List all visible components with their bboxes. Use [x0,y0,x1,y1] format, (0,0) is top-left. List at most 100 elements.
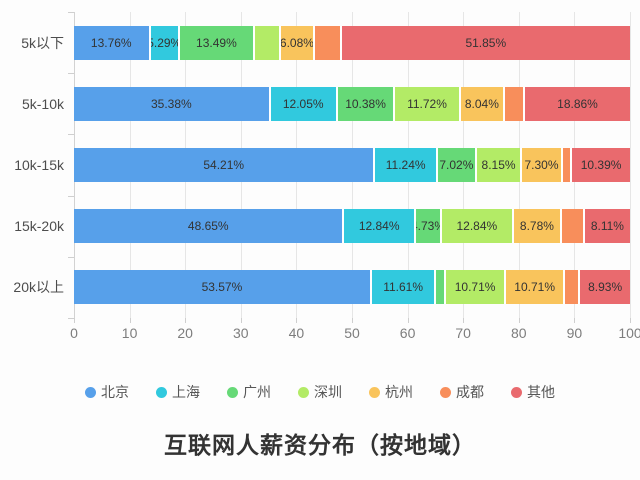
legend-item-广州: 广州 [227,382,271,402]
x-axis-label-0: 0 [70,325,78,341]
y-axis-label-5k以下: 5k以下 [21,34,64,51]
x-axis-tick-40 [296,318,298,323]
bar-segment-value: 53.57% [201,280,243,295]
stacked-bar-20k以上: 53.57% 11.61% 10.71% 10.71% 8.93% [74,270,630,305]
bar-segment-value: 54.21% [203,158,245,172]
legend-dot-icon [369,386,380,398]
bar-segment-value: 8.11% [590,219,624,234]
legend-item-其他: 其他 [511,382,555,402]
bar-segment-value: 13.76% [90,35,132,50]
x-axis-label-60: 60 [399,325,416,341]
bar-segment-上海: 11.24% [375,148,438,182]
bar-segment-value: 8.04% [464,96,499,111]
bar-segment-杭州: 7.30% [522,148,563,182]
bar-segment-杭州: 8.78% [513,209,563,244]
x-axis-label-100: 100 [618,325,640,341]
bar-segment-成都 [565,270,581,305]
bar-segment-广州: 7.02% [437,148,477,182]
legend-item-杭州: 杭州 [369,382,413,402]
y-axis-label-15k-20k: 15k-20k [14,218,64,235]
x-axis-tick-80 [518,318,520,323]
stacked-bar-10k-15k: 54.21% 11.24% 7.02% 8.15% 7.30% 10.39% [74,148,630,182]
bar-segment-value: 48.65% [187,219,229,234]
y-axis-tick-2 [68,134,74,136]
plot-area: 13.76% 5.29% 13.49% 6.08% 51.85% 35.38% 12.05%… [68,12,631,323]
bar-segment-成都 [562,148,573,182]
bar-row-5k-10k: 35.38% 12.05% 10.38% 11.72% 8.04% 18.86% [74,86,630,121]
x-axis-label-20: 20 [177,325,193,341]
legend-label: 上海 [172,384,200,400]
bar-segment-广州: 4.73% [415,209,443,244]
legend-label: 成都 [456,384,484,400]
bar-segment-value: 51.85% [465,35,507,50]
bar-segment-北京: 13.76% [74,25,151,60]
x-axis-label-40: 40 [288,325,305,341]
bar-row-15k-20k: 48.65% 12.84% 4.73% 12.84% 8.78% 8.11% [74,209,630,244]
bar-segment-杭州: 10.71% [505,270,566,305]
bar-segment-成都 [314,25,342,60]
legend-item-北京: 北京 [85,382,129,402]
bar-segment-深圳: 12.84% [442,209,514,244]
legend-dot-icon [156,386,167,398]
legend: 北京 上海 广州 深圳 杭州 成都 其他 [0,382,640,402]
bar-segment-value: 10.38% [345,96,386,111]
y-axis-tick-0 [68,12,74,13]
bar-segment-其他: 8.93% [580,270,630,305]
bar-segment-value: 18.86% [557,96,598,111]
x-axis-tick-70 [463,318,465,323]
stacked-bar-15k-20k: 48.65% 12.84% 4.73% 12.84% 8.78% 8.11% [74,209,630,244]
bar-segment-value: 11.72% [407,96,447,111]
bar-segment-杭州: 6.08% [281,25,315,60]
bar-segment-value: 6.08% [281,35,314,50]
legend-label: 深圳 [314,384,342,400]
bar-segment-value: 11.24% [385,158,426,172]
bar-segment-深圳 [254,25,282,60]
x-axis-tick-0 [74,318,75,323]
bar-segment-value: 8.78% [519,219,554,234]
x-axis-tick-20 [185,318,187,323]
gridline-x-100 [630,12,631,318]
bar-segment-value: 35.38% [151,96,192,111]
bar-segment-value: 12.84% [358,219,400,234]
x-axis-tick-10 [129,318,131,323]
bar-row-5k以下: 13.76% 5.29% 13.49% 6.08% 51.85% [74,25,630,60]
legend-label: 广州 [243,384,271,400]
legend-item-成都: 成都 [440,382,484,402]
stacked-bar-5k-10k: 35.38% 12.05% 10.38% 11.72% 8.04% 18.86% [74,86,630,121]
bar-segment-value: 10.39% [580,158,622,172]
bar-segment-北京: 53.57% [74,270,372,305]
x-axis-tick-50 [352,318,353,323]
x-axis-label-70: 70 [455,325,471,341]
bar-segment-北京: 35.38% [74,86,271,121]
bar-segment-杭州: 8.04% [460,86,506,121]
y-axis-tick-4 [68,256,74,258]
bar-segment-北京: 54.21% [74,148,376,182]
bar-segment-广州: 10.38% [337,86,396,121]
bar-segment-value: 12.84% [456,219,498,234]
bar-segment-value: 10.71% [514,280,555,295]
y-axis-tick-5 [68,318,74,319]
bar-segment-北京: 48.65% [74,209,345,244]
legend-label: 杭州 [385,384,413,400]
y-axis-label-5k-10k: 5k-10k [21,95,64,112]
bar-segment-深圳: 8.15% [476,148,523,182]
bar-segment-上海: 12.84% [344,209,416,244]
bar-segment-value: 7.02% [439,158,474,172]
legend-label: 北京 [101,384,129,400]
bar-segment-value: 10.71% [454,280,496,295]
bar-segment-成都 [505,86,526,121]
bar-segment-value: 7.30% [524,158,559,172]
bar-segment-其他: 51.85% [341,25,630,60]
x-axis-label-90: 90 [566,325,583,341]
legend-dot-icon [298,386,309,398]
x-axis-tick-90 [574,318,576,323]
bar-segment-深圳: 11.72% [395,86,461,121]
bar-row-10k-15k: 54.21% 11.24% 7.02% 8.15% 7.30% 10.39% [74,148,630,182]
bar-segment-成都 [562,209,585,244]
legend-item-深圳: 深圳 [298,382,342,402]
legend-item-上海: 上海 [156,382,200,402]
bar-segment-上海: 12.05% [270,86,338,121]
y-axis-tick-1 [68,73,74,75]
bar-segment-value: 12.05% [282,96,324,111]
